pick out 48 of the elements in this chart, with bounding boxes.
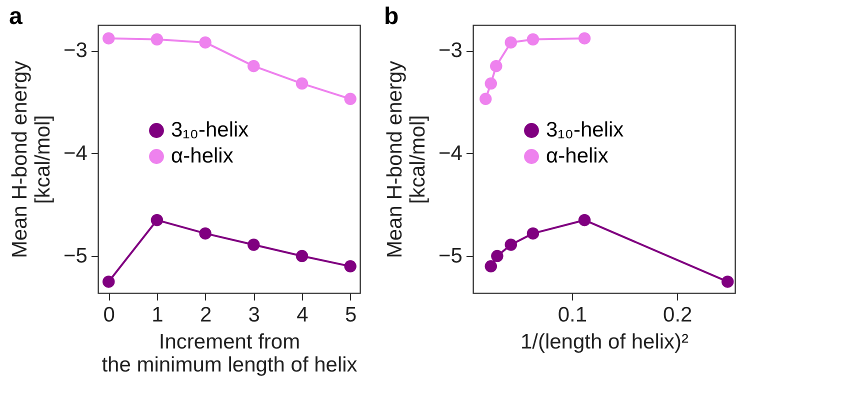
x-axis-title: 1/(length of helix)² <box>520 330 689 354</box>
legend-label: 3₁₀-helix <box>171 118 250 142</box>
point <box>578 32 591 44</box>
point <box>199 36 212 49</box>
point <box>504 238 518 251</box>
point <box>490 60 502 72</box>
x-tick-label: 3 <box>248 304 260 326</box>
y-tick-label: −3 <box>438 39 462 62</box>
chart-title: b <box>384 3 399 30</box>
x-axis-title: Increment from the minimum length of helix <box>102 330 358 376</box>
point <box>526 227 540 240</box>
x-tick-label: 2 <box>200 304 212 326</box>
point <box>150 33 164 46</box>
y-tick-label: −3 <box>64 39 88 62</box>
point <box>248 238 260 251</box>
point <box>484 77 498 90</box>
point <box>484 260 498 272</box>
point <box>102 276 115 288</box>
y-axis-title: Mean H-bond energy [kcal/mol] <box>384 60 430 258</box>
point <box>296 77 308 90</box>
point <box>199 227 212 240</box>
y-tick-label: −5 <box>64 244 88 268</box>
x-tick-label: 0.2 <box>663 304 692 326</box>
legend-label: α-helix <box>546 144 609 168</box>
legend-label: 3₁₀-helix <box>546 118 624 142</box>
x-tick-label: 5 <box>344 304 357 326</box>
point <box>480 92 492 106</box>
point <box>344 260 356 272</box>
x-tick-label: 1 <box>152 304 164 326</box>
y-tick-label: −4 <box>438 142 463 165</box>
point <box>150 214 164 226</box>
x-tick-label: 4 <box>296 304 309 326</box>
point <box>102 32 115 44</box>
y-tick-label: −4 <box>64 142 88 165</box>
point <box>491 250 504 262</box>
point <box>248 60 260 72</box>
point <box>344 92 356 106</box>
point <box>578 214 591 226</box>
x-tick-label: 0.1 <box>558 304 588 326</box>
point <box>504 36 518 49</box>
chart-title: a <box>9 3 24 30</box>
point <box>526 33 540 46</box>
y-axis-title: Mean H-bond energy [kcal/mol] <box>8 60 55 258</box>
y-tick-label: −5 <box>438 244 462 268</box>
point <box>722 276 734 288</box>
legend-label: α-helix <box>171 144 234 168</box>
point <box>296 250 308 262</box>
x-tick-label: 0 <box>103 304 115 326</box>
